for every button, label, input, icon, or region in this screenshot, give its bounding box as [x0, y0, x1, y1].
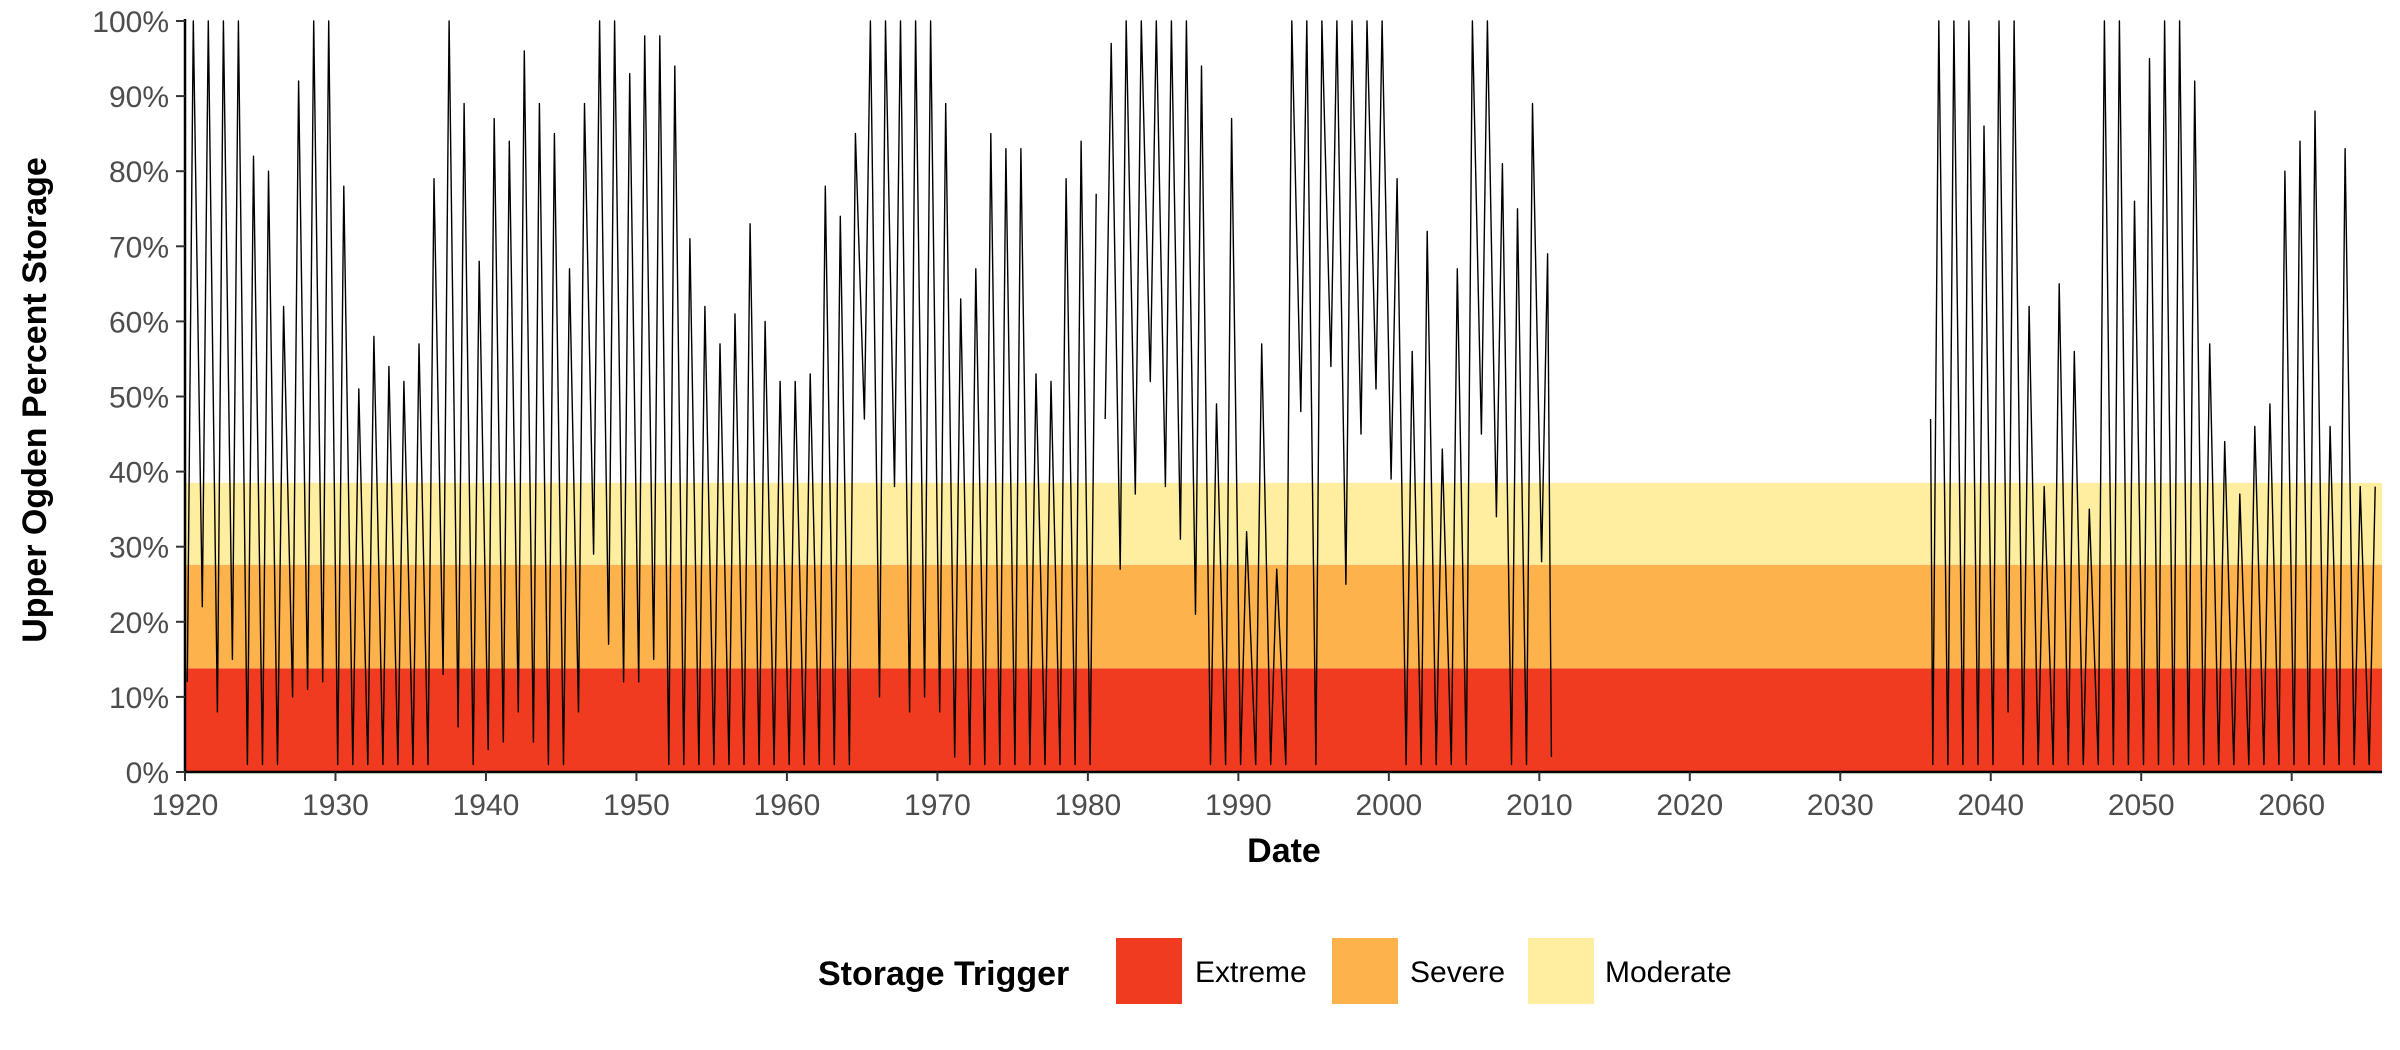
legend-items: Extreme Severe Moderate — [1116, 938, 1732, 1004]
y-tick-label: 50% — [109, 382, 169, 415]
legend-key-moderate — [1528, 938, 1594, 1004]
x-tick-label: 1920 — [152, 789, 219, 822]
x-tick-label: 2050 — [2108, 789, 2175, 822]
y-tick-label: 90% — [109, 81, 169, 114]
x-tick-label: 1940 — [453, 789, 520, 822]
y-tick-label: 70% — [109, 231, 169, 264]
y-tick-label: 20% — [109, 607, 169, 640]
legend-key-extreme — [1116, 938, 1182, 1004]
x-tick-label: 2030 — [1807, 789, 1874, 822]
storage-line-segment-2 — [1104, 20, 1553, 766]
y-axis-ticks: 0% 10% 20% 30% 40% 50% 60% 70% 80% 90% 100% — [92, 6, 185, 790]
storage-line-segment-3 — [1929, 20, 2376, 766]
y-tick-label: 80% — [109, 156, 169, 189]
x-tick-label: 1930 — [302, 789, 369, 822]
x-tick-label: 1980 — [1055, 789, 1122, 822]
x-tick-label: 1950 — [603, 789, 670, 822]
x-tick-label: 2060 — [2258, 789, 2325, 822]
y-tick-label: 30% — [109, 532, 169, 565]
y-tick-label: 10% — [109, 682, 169, 715]
x-axis-title: Date — [1247, 832, 1321, 870]
y-tick-label: 40% — [109, 457, 169, 490]
legend-label-severe: Severe — [1410, 956, 1505, 989]
x-tick-label: 2000 — [1355, 789, 1422, 822]
legend-label-extreme: Extreme — [1195, 956, 1307, 989]
y-tick-label: 0% — [126, 757, 169, 790]
x-axis-ticks: 1920 1930 1940 1950 1960 1970 1980 1990 2000 2010… — [152, 772, 2325, 822]
legend-label-moderate: Moderate — [1605, 956, 1732, 989]
y-tick-label: 100% — [92, 6, 169, 39]
x-tick-label: 1990 — [1205, 789, 1272, 822]
legend-key-severe — [1332, 938, 1398, 1004]
x-tick-label: 2040 — [1957, 789, 2024, 822]
storage-series — [186, 20, 2376, 766]
y-axis-title: Upper Ogden Percent Storage — [16, 157, 54, 643]
y-tick-label: 60% — [109, 306, 169, 339]
storage-line-segment-1 — [186, 20, 1097, 766]
x-tick-label: 1960 — [754, 789, 821, 822]
band-severe — [185, 564, 2382, 669]
legend-title: Storage Trigger — [818, 955, 1069, 993]
x-tick-label: 2020 — [1656, 789, 1723, 822]
x-tick-label: 2010 — [1506, 789, 1573, 822]
legend: Storage Trigger Extreme Severe Moderate — [818, 938, 1732, 1004]
x-tick-label: 1970 — [904, 789, 971, 822]
